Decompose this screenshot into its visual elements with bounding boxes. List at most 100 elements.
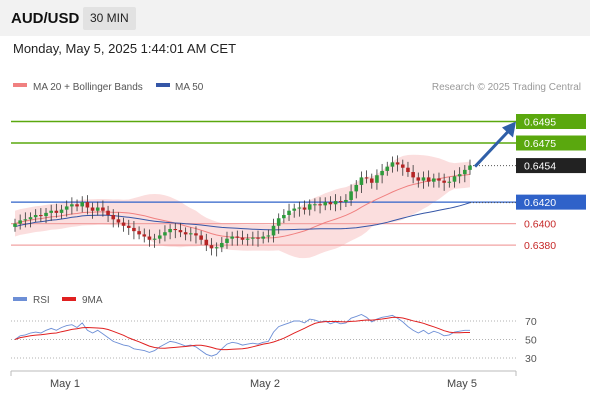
candle-down — [256, 237, 260, 239]
candle-down — [400, 164, 405, 168]
candle-down — [442, 180, 446, 183]
legend-rsi-swatch — [13, 297, 27, 301]
candle-down — [147, 236, 152, 240]
timeframe-button[interactable]: 30 MIN — [83, 7, 136, 30]
candle-down — [173, 229, 178, 231]
rsi-line — [14, 314, 470, 357]
candle-up — [95, 207, 100, 211]
candle-down — [75, 204, 79, 207]
candle-down — [235, 236, 240, 238]
legend-ma20-label: MA 20 + Bollinger Bands — [33, 82, 143, 93]
rsi-panel: 70 50 30 — [11, 314, 537, 365]
legend-9ma-swatch — [62, 297, 76, 301]
candle-down — [39, 215, 43, 217]
candle-down — [116, 219, 121, 223]
level-labels: 0.6495 0.6475 0.6454 0.6420 0.6400 0.6380 — [516, 114, 586, 252]
candle-down — [54, 210, 59, 213]
candle-down — [194, 233, 198, 236]
candle-up — [49, 210, 53, 213]
resistance-label: 0.6495 — [524, 117, 556, 129]
candle-up — [447, 181, 452, 183]
candle-down — [364, 177, 369, 179]
candle-up — [230, 236, 234, 239]
candle-up — [452, 176, 457, 182]
x-tick-label: May 2 — [250, 378, 280, 390]
legend-9ma-label: 9MA — [82, 295, 103, 306]
pivot-label: 0.6420 — [524, 197, 556, 209]
candle-down — [411, 172, 415, 178]
candle-up — [333, 201, 338, 205]
candle-up — [359, 177, 364, 185]
price-levels — [11, 120, 516, 246]
candle-down — [338, 201, 343, 203]
current-price-label-box — [516, 158, 586, 174]
candle-down — [132, 227, 136, 232]
candle-up — [385, 166, 390, 171]
candle-up — [463, 169, 467, 175]
candle-down — [101, 207, 105, 211]
pivot-label-box — [516, 194, 586, 210]
candle-down — [142, 234, 147, 237]
x-tick-label: May 5 — [447, 378, 477, 390]
candles — [13, 155, 472, 257]
candle-up — [168, 229, 172, 233]
rsi-tick-label: 70 — [525, 316, 537, 328]
candle-up — [220, 242, 224, 248]
candle-up — [313, 204, 317, 206]
candle-up — [261, 236, 265, 239]
main-legend: MA 20 + Bollinger Bands MA 50 Research ©… — [13, 82, 581, 93]
rsi-legend: RSI 9MA — [13, 295, 103, 306]
candle-up — [297, 207, 302, 209]
candle-up — [323, 202, 328, 206]
candle-down — [121, 222, 126, 226]
candle-down — [406, 167, 410, 173]
candle-down — [126, 225, 131, 228]
candle-down — [178, 230, 183, 233]
candle-up — [214, 247, 219, 249]
candle-up — [266, 235, 271, 237]
candle-up — [163, 232, 167, 236]
rsi-tick-label: 30 — [525, 353, 537, 365]
candle-down — [369, 178, 374, 183]
candle-down — [204, 239, 209, 246]
candle-down — [426, 177, 431, 182]
candle-up — [188, 233, 193, 235]
candle-down — [183, 232, 188, 235]
support-label: 0.6380 — [524, 240, 556, 252]
rsi-tick-label: 50 — [525, 335, 537, 347]
symbol-title: AUD/USD — [11, 10, 80, 27]
candle-up — [432, 178, 436, 182]
candle-up — [421, 177, 426, 181]
candle-up — [18, 220, 22, 224]
support-label: 0.6400 — [524, 219, 556, 231]
candle-up — [152, 238, 157, 240]
candle-up — [157, 235, 162, 239]
candle-down — [90, 207, 95, 211]
x-tick-label: May 1 — [50, 378, 80, 390]
candle-down — [111, 215, 116, 220]
candle-up — [457, 174, 462, 177]
legend-rsi-label: RSI — [33, 295, 50, 306]
candle-up — [375, 175, 379, 183]
candle-down — [209, 245, 214, 249]
candle-down — [437, 178, 441, 181]
resistance-label-box — [516, 114, 586, 129]
resistance-label: 0.6475 — [524, 138, 556, 150]
candle-up — [225, 238, 229, 243]
candle-down — [106, 210, 110, 216]
candle-up — [23, 219, 28, 221]
candle-up — [251, 237, 255, 239]
bollinger-band-fill — [15, 154, 470, 259]
candle-down — [199, 235, 203, 240]
candle-up — [344, 199, 348, 203]
candle-up — [44, 212, 48, 217]
candle-down — [302, 207, 307, 210]
candle-up — [349, 191, 353, 200]
candle-down — [328, 202, 333, 205]
candle-down — [240, 237, 245, 240]
candle-up — [468, 165, 472, 170]
candle-up — [59, 209, 64, 213]
candle-up — [282, 215, 286, 219]
